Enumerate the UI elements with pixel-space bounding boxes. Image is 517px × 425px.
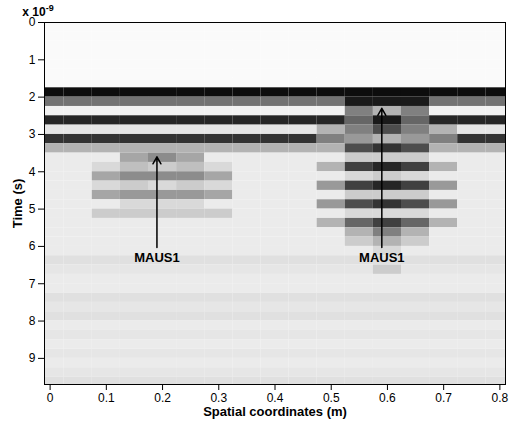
svg-text:0: 0 bbox=[28, 15, 36, 30]
svg-text:0: 0 bbox=[47, 391, 54, 405]
svg-text:2: 2 bbox=[29, 90, 36, 104]
svg-text:0.6: 0.6 bbox=[379, 391, 396, 405]
svg-text:0.1: 0.1 bbox=[98, 391, 115, 405]
svg-text:0.3: 0.3 bbox=[210, 391, 228, 405]
svg-text:Spatial coordinates (m): Spatial coordinates (m) bbox=[203, 404, 347, 419]
svg-text:0.4: 0.4 bbox=[266, 391, 284, 405]
svg-text:7: 7 bbox=[29, 277, 36, 291]
svg-text:0.2: 0.2 bbox=[154, 391, 171, 405]
svg-text:5: 5 bbox=[29, 202, 36, 216]
svg-text:0.8: 0.8 bbox=[492, 391, 509, 405]
svg-text:4: 4 bbox=[29, 165, 36, 179]
svg-text:MAUS1: MAUS1 bbox=[134, 250, 180, 265]
svg-text:8: 8 bbox=[29, 314, 36, 328]
svg-text:3: 3 bbox=[29, 127, 36, 141]
svg-text:6: 6 bbox=[29, 239, 36, 253]
svg-text:0.7: 0.7 bbox=[435, 391, 452, 405]
svg-text:0.5: 0.5 bbox=[322, 391, 340, 405]
svg-text:Time (s): Time (s) bbox=[10, 179, 25, 229]
svg-text:9: 9 bbox=[29, 351, 36, 365]
svg-text:MAUS1: MAUS1 bbox=[359, 250, 405, 265]
svg-text:x 10-9: x 10-9 bbox=[22, 3, 53, 19]
svg-text:1: 1 bbox=[29, 53, 36, 67]
